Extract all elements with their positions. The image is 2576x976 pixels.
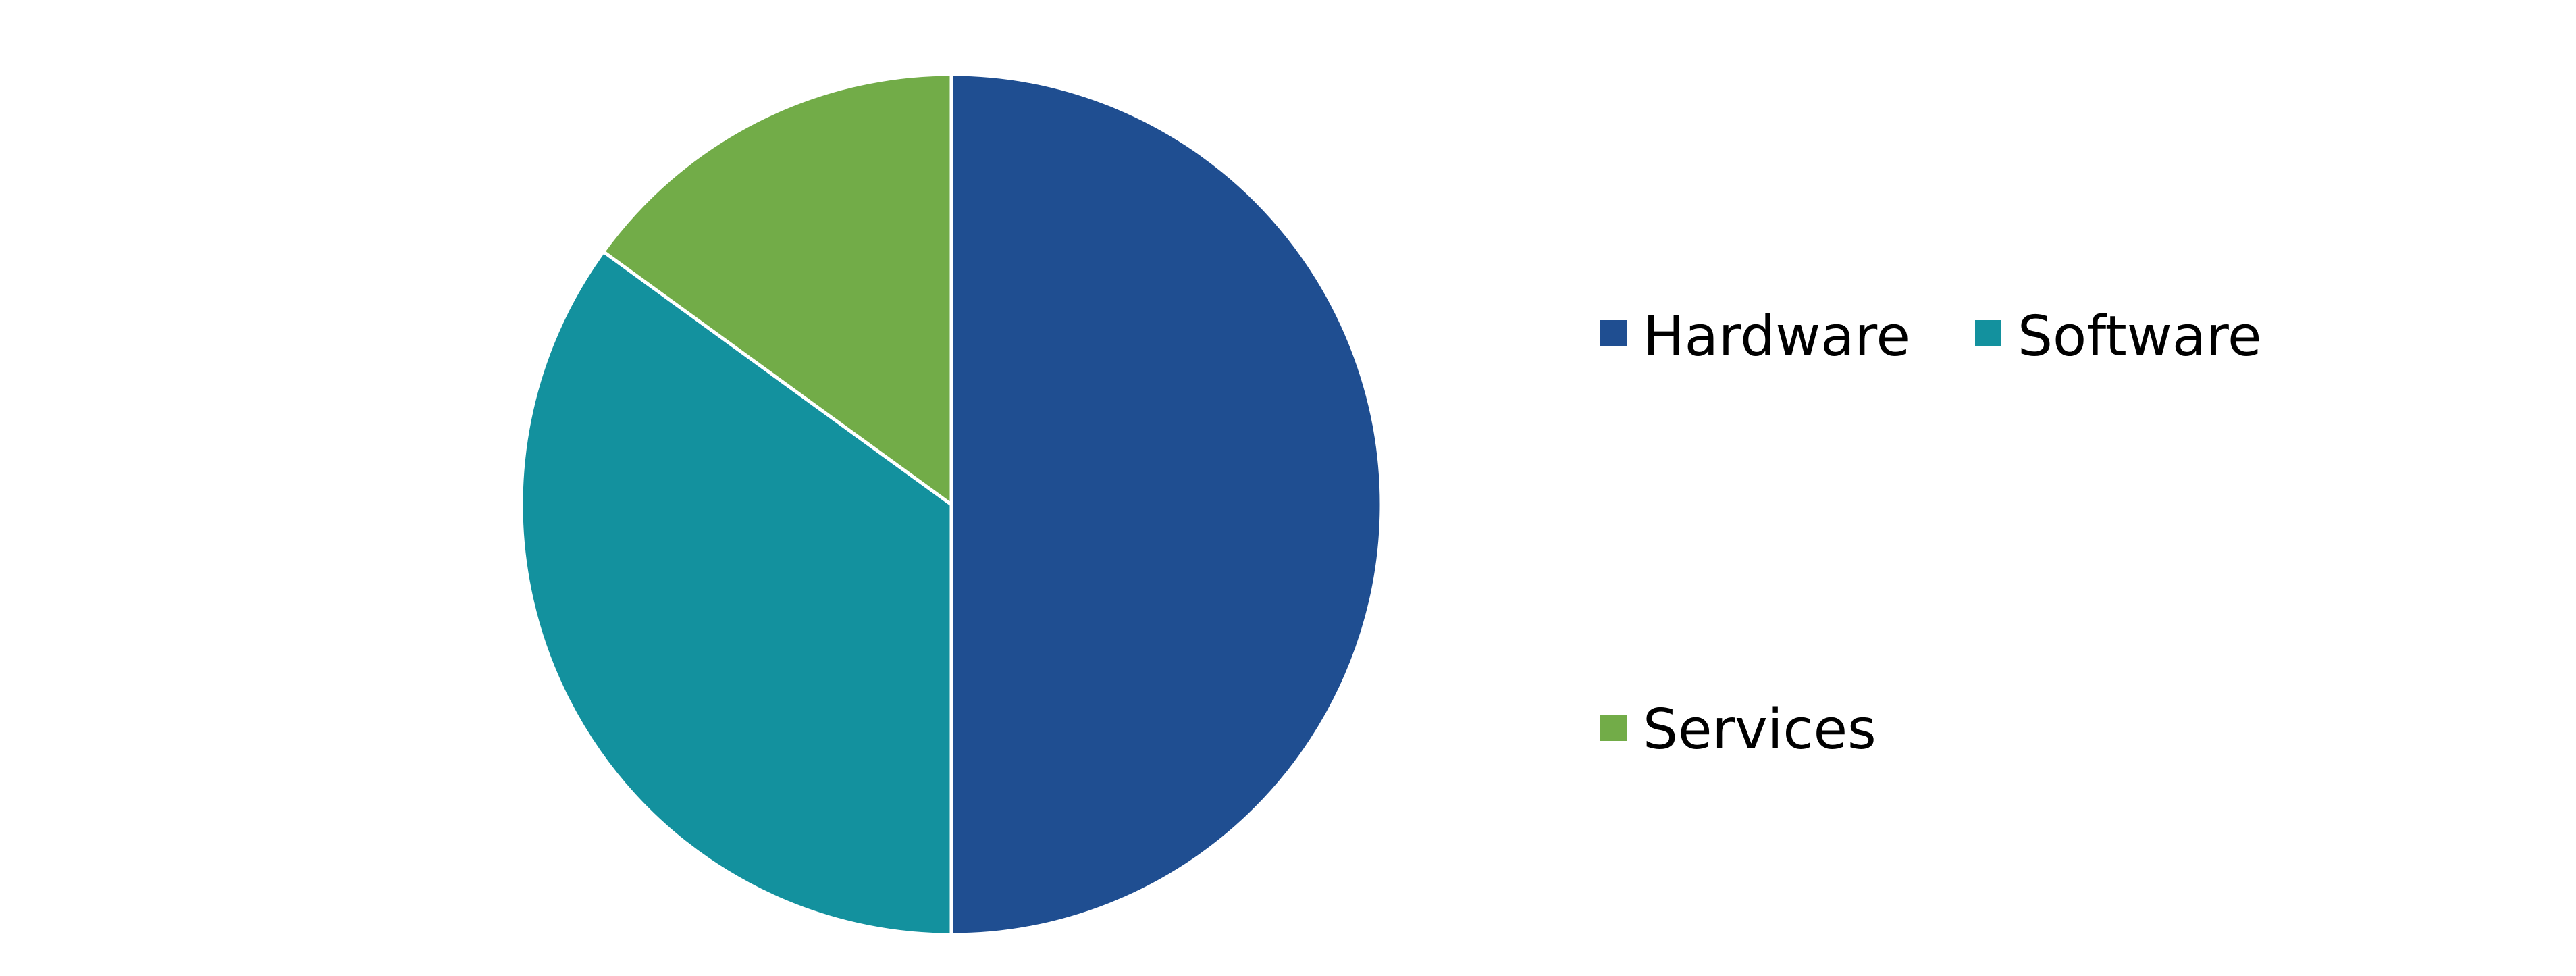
legend-label-services: Services: [1643, 698, 1876, 762]
legend-item-services[interactable]: Services: [1600, 698, 1876, 762]
pie-slice-services: [602, 72, 953, 507]
legend-item-software[interactable]: Software: [1975, 305, 2261, 369]
pie-slices: [519, 72, 1384, 937]
pie-slice-software: [519, 250, 953, 937]
legend-swatch-services: [1600, 715, 1627, 741]
legend-swatch-software: [1975, 320, 2001, 346]
legend-swatch-hardware: [1600, 320, 1627, 346]
pie-slice-hardware: [949, 72, 1384, 937]
legend-label-hardware: Hardware: [1643, 305, 1910, 369]
legend-label-software: Software: [2018, 305, 2261, 369]
legend: Hardware Software Services: [1600, 305, 2261, 762]
legend-item-hardware[interactable]: Hardware: [1600, 305, 1910, 369]
